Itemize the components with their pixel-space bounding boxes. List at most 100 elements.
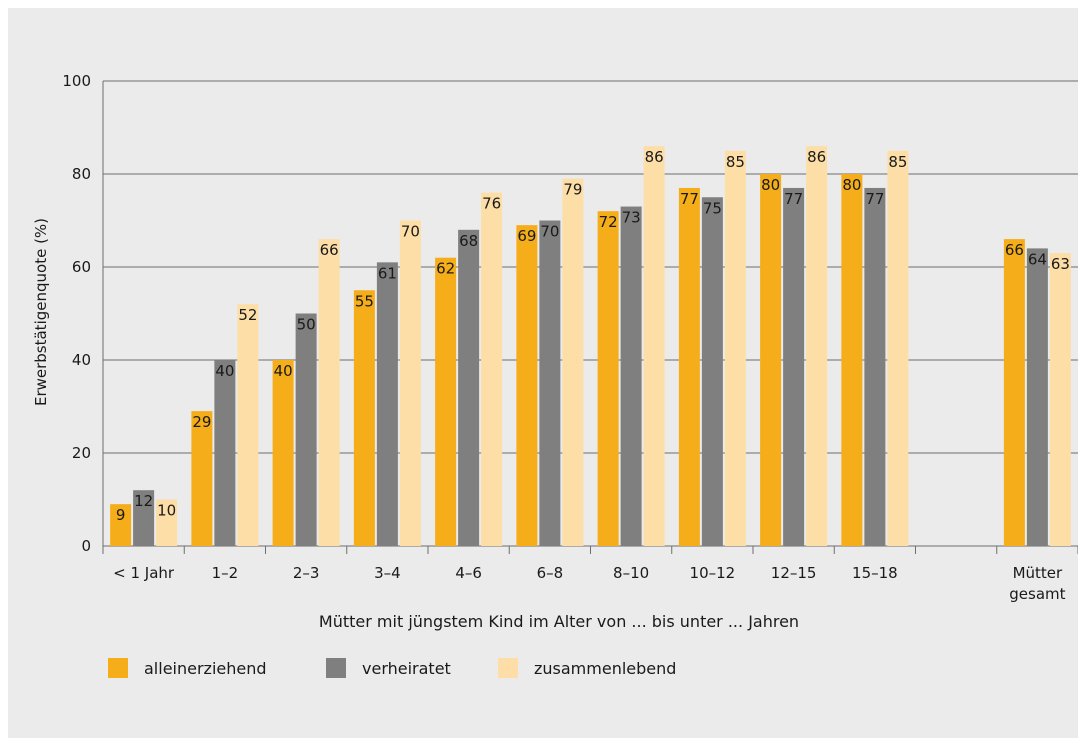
- bar-value-label: 52: [238, 306, 257, 324]
- bar-value-label: 69: [517, 227, 536, 245]
- legend: alleinerziehend verheiratet zusammenlebend: [108, 658, 676, 678]
- x-category-label: 3–4: [374, 564, 401, 582]
- bar-value-label: 86: [645, 148, 664, 166]
- legend-label: verheiratet: [362, 659, 451, 678]
- x-category-label: 12–15: [771, 564, 817, 582]
- bar-zusammenlebend: [318, 239, 340, 546]
- bar-value-label: 85: [888, 153, 907, 171]
- x-category-label: gesamt: [1009, 585, 1065, 603]
- bar-value-label: 80: [761, 176, 780, 194]
- bar-zusammenlebend: [1049, 253, 1071, 547]
- bar-zusammenlebend: [806, 146, 828, 546]
- x-category-label: Mütter: [1013, 564, 1063, 582]
- bar-value-label: 68: [459, 232, 478, 250]
- bar-value-label: 77: [680, 190, 699, 208]
- bar-value-label: 66: [320, 241, 339, 259]
- bar-value-label: 80: [842, 176, 861, 194]
- bar-zusammenlebend: [562, 178, 584, 546]
- bar-value-label: 55: [355, 292, 374, 310]
- chart-panel: 0 20 40 60 80 100 9 12 10 29 40 52 40 50 66 55 61 70 62 68…: [8, 8, 1078, 738]
- bar-value-label: 75: [703, 199, 722, 217]
- x-axis-title: Mütter mit jüngstem Kind im Alter von ..…: [319, 612, 799, 631]
- bar-zusammenlebend: [887, 150, 909, 546]
- legend-label: zusammenlebend: [534, 659, 676, 678]
- x-axis-categories: < 1 Jahr 1–2 2–3 3–4 4–6 6–8 8–10 10–12 12–15 15–…: [113, 564, 1065, 603]
- legend-swatch-zusammenlebend: [498, 658, 518, 678]
- bar-verheiratet: [701, 197, 723, 546]
- y-tick-label: 20: [72, 444, 91, 462]
- x-category-label: 6–8: [537, 564, 564, 582]
- bar-value-label: 86: [807, 148, 826, 166]
- bar-verheiratet: [133, 490, 155, 546]
- bar-zusammenlebend: [481, 192, 503, 546]
- bar-zusammenlebend: [156, 499, 178, 546]
- x-category-label: 4–6: [455, 564, 482, 582]
- bar-value-label: 40: [274, 362, 293, 380]
- gridlines: [102, 80, 1078, 554]
- bar-zusammenlebend: [399, 220, 421, 546]
- bar-verheiratet: [539, 220, 561, 546]
- y-axis-title: Erwerbstätigenquote (%): [32, 218, 50, 406]
- x-category-label: < 1 Jahr: [113, 564, 175, 582]
- bar-value-label: 66: [1005, 241, 1024, 259]
- bar-alleinerziehend: [435, 257, 457, 546]
- bar-value-label: 29: [192, 413, 211, 431]
- bar-zusammenlebend: [643, 146, 665, 546]
- bar-value-label: 9: [116, 506, 126, 524]
- bar-value-label: 62: [436, 260, 455, 278]
- bar-alleinerziehend: [678, 187, 700, 546]
- bar-value-label: 64: [1028, 250, 1047, 268]
- bar-verheiratet: [864, 187, 886, 546]
- bar-value-label: 10: [157, 502, 176, 520]
- legend-label: alleinerziehend: [144, 659, 267, 678]
- bars: [110, 146, 1071, 547]
- y-tick-label: 100: [62, 72, 91, 90]
- bar-value-label: 61: [378, 264, 397, 282]
- bar-alleinerziehend: [841, 174, 863, 546]
- bar-verheiratet: [620, 206, 642, 547]
- bar-value-label: 70: [401, 223, 420, 241]
- y-tick-label: 0: [81, 537, 91, 555]
- bar-verheiratet: [295, 313, 317, 546]
- x-category-label: 10–12: [690, 564, 736, 582]
- bar-alleinerziehend: [110, 504, 132, 546]
- bar-alleinerziehend: [1003, 239, 1025, 546]
- bar-value-label: 72: [599, 213, 618, 231]
- bar-value-label: 77: [784, 190, 803, 208]
- x-category-label: 2–3: [293, 564, 320, 582]
- bar-zusammenlebend: [237, 304, 259, 546]
- legend-swatch-alleinerziehend: [108, 658, 128, 678]
- bar-value-label: 76: [482, 195, 501, 213]
- bar-alleinerziehend: [272, 360, 294, 546]
- bar-alleinerziehend: [191, 411, 213, 546]
- bar-alleinerziehend: [353, 290, 375, 546]
- bar-value-label: 73: [622, 209, 641, 227]
- y-axis-ticks: 0 20 40 60 80 100: [62, 72, 91, 555]
- y-tick-label: 60: [72, 258, 91, 276]
- bar-value-label: 77: [865, 190, 884, 208]
- legend-swatch-verheiratet: [326, 658, 346, 678]
- bar-value-label: 12: [134, 492, 153, 510]
- bar-verheiratet: [376, 262, 398, 546]
- y-tick-label: 80: [72, 165, 91, 183]
- bar-value-label: 50: [297, 316, 316, 334]
- y-tick-label: 40: [72, 351, 91, 369]
- x-category-label: 8–10: [613, 564, 649, 582]
- bar-alleinerziehend: [760, 174, 782, 546]
- bar-verheiratet: [1026, 248, 1048, 546]
- bar-value-label: 79: [563, 181, 582, 199]
- bar-verheiratet: [214, 360, 236, 546]
- bar-value-label: 63: [1051, 255, 1070, 273]
- bar-verheiratet: [458, 229, 480, 547]
- bar-verheiratet: [783, 187, 805, 546]
- bar-value-label: 70: [540, 223, 559, 241]
- bar-value-label: 85: [726, 153, 745, 171]
- x-category-label: 15–18: [852, 564, 898, 582]
- bar-zusammenlebend: [724, 150, 746, 546]
- x-category-label: 1–2: [212, 564, 239, 582]
- bar-alleinerziehend: [597, 211, 619, 546]
- bar-value-label: 40: [215, 362, 234, 380]
- bar-alleinerziehend: [516, 225, 538, 546]
